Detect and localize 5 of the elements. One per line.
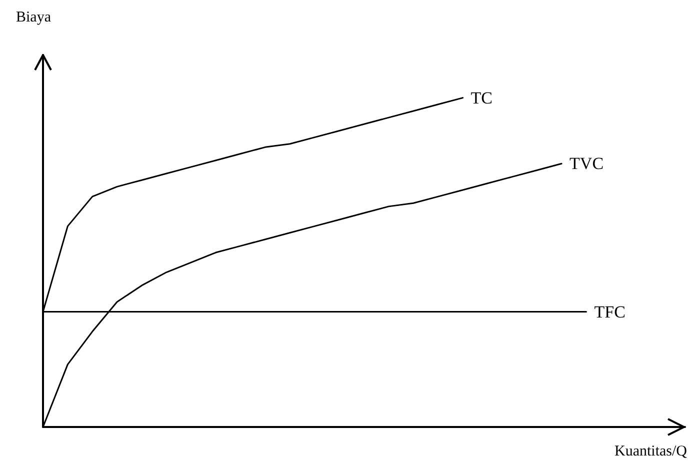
series-label: TFC bbox=[594, 302, 626, 322]
series-label: TVC bbox=[570, 154, 604, 174]
y-axis-title: Biaya bbox=[16, 10, 52, 26]
series-label: TC bbox=[470, 88, 493, 108]
x-axis-title: Kuantitas/Q bbox=[614, 444, 688, 460]
